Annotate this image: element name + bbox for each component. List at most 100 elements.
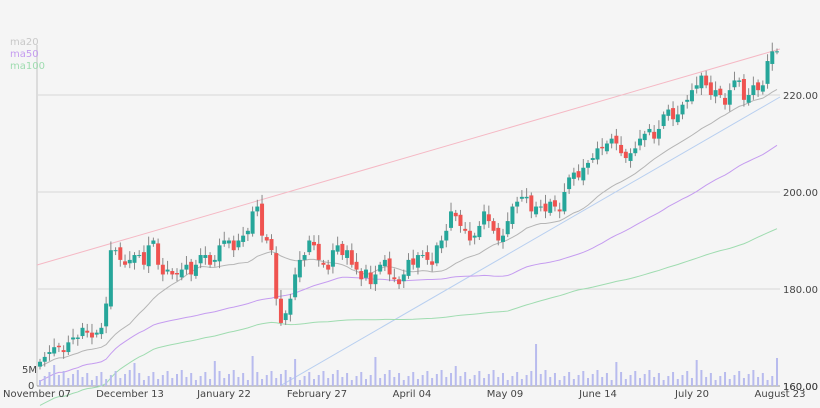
candle-down bbox=[529, 195, 534, 212]
candle-up bbox=[38, 361, 42, 367]
legend-ma20: ma20 bbox=[10, 37, 39, 48]
candle-up bbox=[345, 250, 350, 258]
volume-bar bbox=[610, 380, 613, 386]
volume-bar bbox=[761, 373, 764, 386]
volume-bar bbox=[298, 380, 301, 386]
volume-bar bbox=[62, 371, 65, 386]
candle-up bbox=[590, 158, 595, 160]
candle-up bbox=[661, 114, 666, 127]
candle-up bbox=[775, 51, 779, 53]
candle-up bbox=[770, 51, 775, 64]
volume-bar bbox=[454, 366, 457, 386]
volume-bar bbox=[355, 376, 358, 386]
volume-bar bbox=[771, 376, 774, 386]
candle-down bbox=[411, 258, 416, 265]
volume-bar bbox=[109, 375, 112, 386]
legend-ma50: ma50 bbox=[10, 49, 39, 60]
candle-down bbox=[316, 243, 321, 260]
y-tick-label: 200.00 bbox=[783, 188, 818, 199]
ma100-line bbox=[39, 228, 778, 406]
candle-down bbox=[141, 252, 146, 265]
candle-up bbox=[604, 143, 609, 152]
candle-down bbox=[312, 241, 317, 246]
volume-bar bbox=[67, 378, 70, 386]
candle-up bbox=[434, 245, 439, 264]
candle-up bbox=[222, 240, 227, 244]
volume-bar bbox=[138, 373, 141, 386]
candle-up bbox=[477, 225, 482, 238]
candle-down bbox=[387, 258, 392, 275]
volume-bar bbox=[605, 373, 608, 386]
candle-up bbox=[127, 259, 132, 264]
candle-down bbox=[170, 271, 175, 275]
volume-bar bbox=[81, 377, 84, 386]
candle-up bbox=[472, 235, 477, 238]
volume-bar bbox=[294, 359, 297, 386]
volume-bar bbox=[709, 373, 712, 386]
candle-down bbox=[425, 252, 430, 260]
volume-bar bbox=[90, 380, 93, 386]
volume-bar bbox=[336, 370, 339, 386]
candle-up bbox=[420, 255, 425, 257]
candle-up bbox=[439, 240, 444, 249]
candle-up bbox=[515, 201, 520, 207]
candle-up bbox=[675, 114, 680, 123]
volume-bar bbox=[360, 372, 363, 386]
volume-bar bbox=[544, 370, 547, 386]
volume-bar bbox=[407, 376, 410, 386]
volume-bar bbox=[473, 375, 476, 386]
candle-up bbox=[151, 240, 156, 244]
volume-bar bbox=[497, 377, 500, 386]
volume-bar bbox=[185, 377, 188, 386]
volume-bar bbox=[657, 373, 660, 386]
volume-bar bbox=[100, 372, 103, 386]
candle-up bbox=[378, 264, 383, 272]
volume-bar bbox=[629, 375, 632, 386]
volume-bar bbox=[667, 376, 670, 386]
volume-bar bbox=[76, 370, 79, 386]
volume-bar bbox=[171, 378, 174, 386]
candle-down bbox=[123, 261, 128, 265]
volume-bar bbox=[643, 374, 646, 386]
volume-bar bbox=[383, 374, 386, 386]
volume-bar bbox=[553, 373, 556, 386]
candle-down bbox=[397, 279, 402, 285]
candle-up bbox=[595, 148, 600, 160]
volume-bar bbox=[440, 370, 443, 386]
volume-bar bbox=[218, 371, 221, 386]
candle-down bbox=[723, 97, 728, 105]
volume-bar bbox=[747, 374, 750, 386]
candle-down bbox=[349, 250, 354, 265]
candle-up bbox=[567, 177, 572, 190]
volume-bar bbox=[246, 380, 249, 386]
candle-up bbox=[449, 211, 454, 228]
candle-up bbox=[666, 109, 671, 116]
candle-up bbox=[586, 162, 591, 168]
volume-bar bbox=[364, 379, 367, 386]
candle-down bbox=[260, 203, 265, 236]
volume-bar bbox=[398, 373, 401, 386]
candle-up bbox=[335, 245, 340, 252]
volume-bar bbox=[388, 370, 391, 386]
volume-bar bbox=[72, 374, 75, 386]
volume-bar bbox=[738, 371, 741, 386]
candle-up bbox=[245, 230, 250, 235]
volume-bar bbox=[223, 378, 226, 386]
candle-up bbox=[52, 347, 57, 354]
volume-bar bbox=[275, 378, 278, 386]
candle-up bbox=[137, 255, 142, 257]
candle-up bbox=[283, 313, 288, 321]
volume-bar bbox=[317, 375, 320, 386]
candle-down bbox=[61, 350, 66, 353]
volume-bar bbox=[39, 380, 41, 386]
candle-down bbox=[89, 332, 94, 338]
candle-up bbox=[500, 235, 505, 242]
volume-bar bbox=[596, 370, 599, 386]
volume-bar bbox=[308, 372, 311, 386]
volume-bar bbox=[152, 372, 155, 386]
x-tick-label: December 13 bbox=[96, 389, 164, 400]
candle-down bbox=[756, 82, 761, 91]
volume-bar bbox=[468, 379, 471, 386]
candle-down bbox=[278, 298, 283, 323]
candle-up bbox=[165, 269, 170, 272]
